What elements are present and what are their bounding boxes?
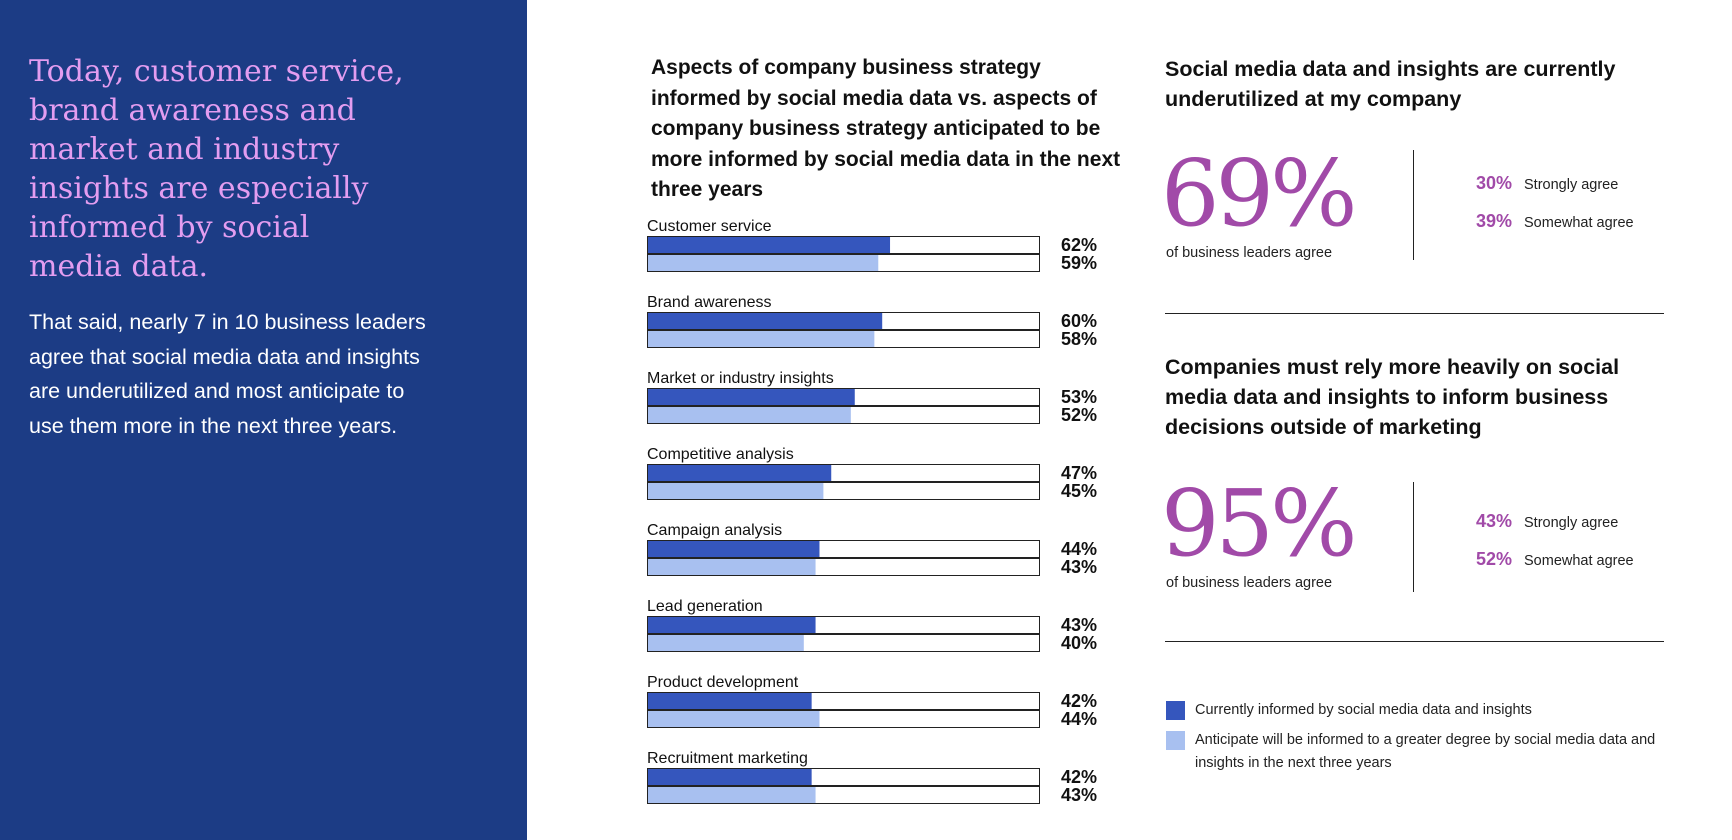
bar-customer-service-anticipated xyxy=(648,255,879,271)
section-divider-2 xyxy=(1165,641,1664,642)
legend-label-current: Currently informed by social media data … xyxy=(1195,702,1532,718)
category-label-lead-generation: Lead generation xyxy=(647,598,763,615)
bar-market-or-industry-insights-anticipated xyxy=(648,407,851,423)
value-label-customer-service-current: 62% xyxy=(1061,235,1097,255)
stat1-strongly-label: Strongly agree xyxy=(1524,177,1619,193)
category-label-market-or-industry-insights: Market or industry insights xyxy=(647,370,834,387)
bar-market-or-industry-insights-current xyxy=(648,389,855,405)
category-label-campaign-analysis: Campaign analysis xyxy=(647,522,782,539)
value-label-brand-awareness-anticipated: 58% xyxy=(1061,329,1097,349)
left-panel: Today, customer service, brand awareness… xyxy=(0,0,527,840)
bar-chart: Customer service 62%59% Brand awareness 60%… xyxy=(647,218,1097,805)
value-label-market-or-industry-insights-anticipated: 52% xyxy=(1061,405,1097,425)
bar-product-development-anticipated xyxy=(648,711,820,727)
stat2-subtext: of business leaders agree xyxy=(1166,575,1333,591)
bar-brand-awareness-current xyxy=(648,313,883,329)
value-label-brand-awareness-current: 60% xyxy=(1061,311,1097,331)
stat1-vertical-divider xyxy=(1413,150,1414,260)
stat2-somewhat-row: 52% Somewhat agree xyxy=(1476,549,1634,570)
category-label-brand-awareness: Brand awareness xyxy=(647,294,772,311)
stat2-strongly-row: 43% Strongly agree xyxy=(1476,511,1618,532)
value-label-competitive-analysis-current: 47% xyxy=(1061,463,1097,483)
section-divider-1 xyxy=(1165,313,1664,314)
headline: Today, customer service, brand awareness… xyxy=(29,54,404,284)
bar-competitive-analysis-current xyxy=(648,465,832,481)
stat2-strongly-label: Strongly agree xyxy=(1524,515,1619,531)
stat1-somewhat-label: Somewhat agree xyxy=(1524,215,1634,231)
stat1-subtext: of business leaders agree xyxy=(1166,245,1333,261)
bar-campaign-analysis-anticipated xyxy=(648,559,816,575)
value-label-campaign-analysis-current: 44% xyxy=(1061,539,1097,559)
bar-lead-generation-current xyxy=(648,617,816,633)
value-label-customer-service-anticipated: 59% xyxy=(1061,253,1097,273)
legend-swatch-current xyxy=(1166,701,1185,720)
value-label-product-development-current: 42% xyxy=(1061,691,1097,711)
value-label-recruitment-marketing-anticipated: 43% xyxy=(1061,785,1097,805)
stat1-strongly-value: 30% xyxy=(1476,173,1513,193)
category-label-recruitment-marketing: Recruitment marketing xyxy=(647,750,808,767)
stat2-big-value: 95% xyxy=(1161,470,1357,577)
stat1-somewhat-row: 39% Somewhat agree xyxy=(1476,211,1634,232)
bar-product-development-current xyxy=(648,693,812,709)
bar-customer-service-current xyxy=(648,237,891,253)
legend-label-anticipate: Anticipate will be informed to a greater… xyxy=(1195,732,1656,771)
stat2-vertical-divider xyxy=(1413,482,1414,592)
bar-lead-generation-anticipated xyxy=(648,635,804,651)
value-label-lead-generation-anticipated: 40% xyxy=(1061,633,1097,653)
value-label-lead-generation-current: 43% xyxy=(1061,615,1097,635)
body-text: That said, nearly 7 in 10 business leade… xyxy=(29,310,426,438)
value-label-competitive-analysis-anticipated: 45% xyxy=(1061,481,1097,501)
bar-competitive-analysis-anticipated xyxy=(648,483,824,499)
chart-title: Aspects of company business strategy inf… xyxy=(651,56,1121,201)
legend-swatch-anticipate xyxy=(1166,731,1185,750)
bar-brand-awareness-anticipated xyxy=(648,331,875,347)
stat1-big-value: 69% xyxy=(1161,140,1357,247)
bar-campaign-analysis-current xyxy=(648,541,820,557)
stat2-somewhat-label: Somewhat agree xyxy=(1524,553,1634,569)
stat1-somewhat-value: 39% xyxy=(1476,211,1513,231)
value-label-product-development-anticipated: 44% xyxy=(1061,709,1097,729)
stat2-strongly-value: 43% xyxy=(1476,511,1513,531)
category-label-competitive-analysis: Competitive analysis xyxy=(647,446,794,463)
bar-recruitment-marketing-current xyxy=(648,769,812,785)
stat1-title: Social media data and insights are curre… xyxy=(1165,57,1616,111)
value-label-campaign-analysis-anticipated: 43% xyxy=(1061,557,1097,577)
value-label-market-or-industry-insights-current: 53% xyxy=(1061,387,1097,407)
stat1-strongly-row: 30% Strongly agree xyxy=(1476,173,1618,194)
value-label-recruitment-marketing-current: 42% xyxy=(1061,767,1097,787)
category-label-product-development: Product development xyxy=(647,674,799,691)
category-label-customer-service: Customer service xyxy=(647,218,772,235)
stat2-somewhat-value: 52% xyxy=(1476,549,1513,569)
bar-recruitment-marketing-anticipated xyxy=(648,787,816,803)
stat2-title: Companies must rely more heavily on soci… xyxy=(1165,355,1620,439)
